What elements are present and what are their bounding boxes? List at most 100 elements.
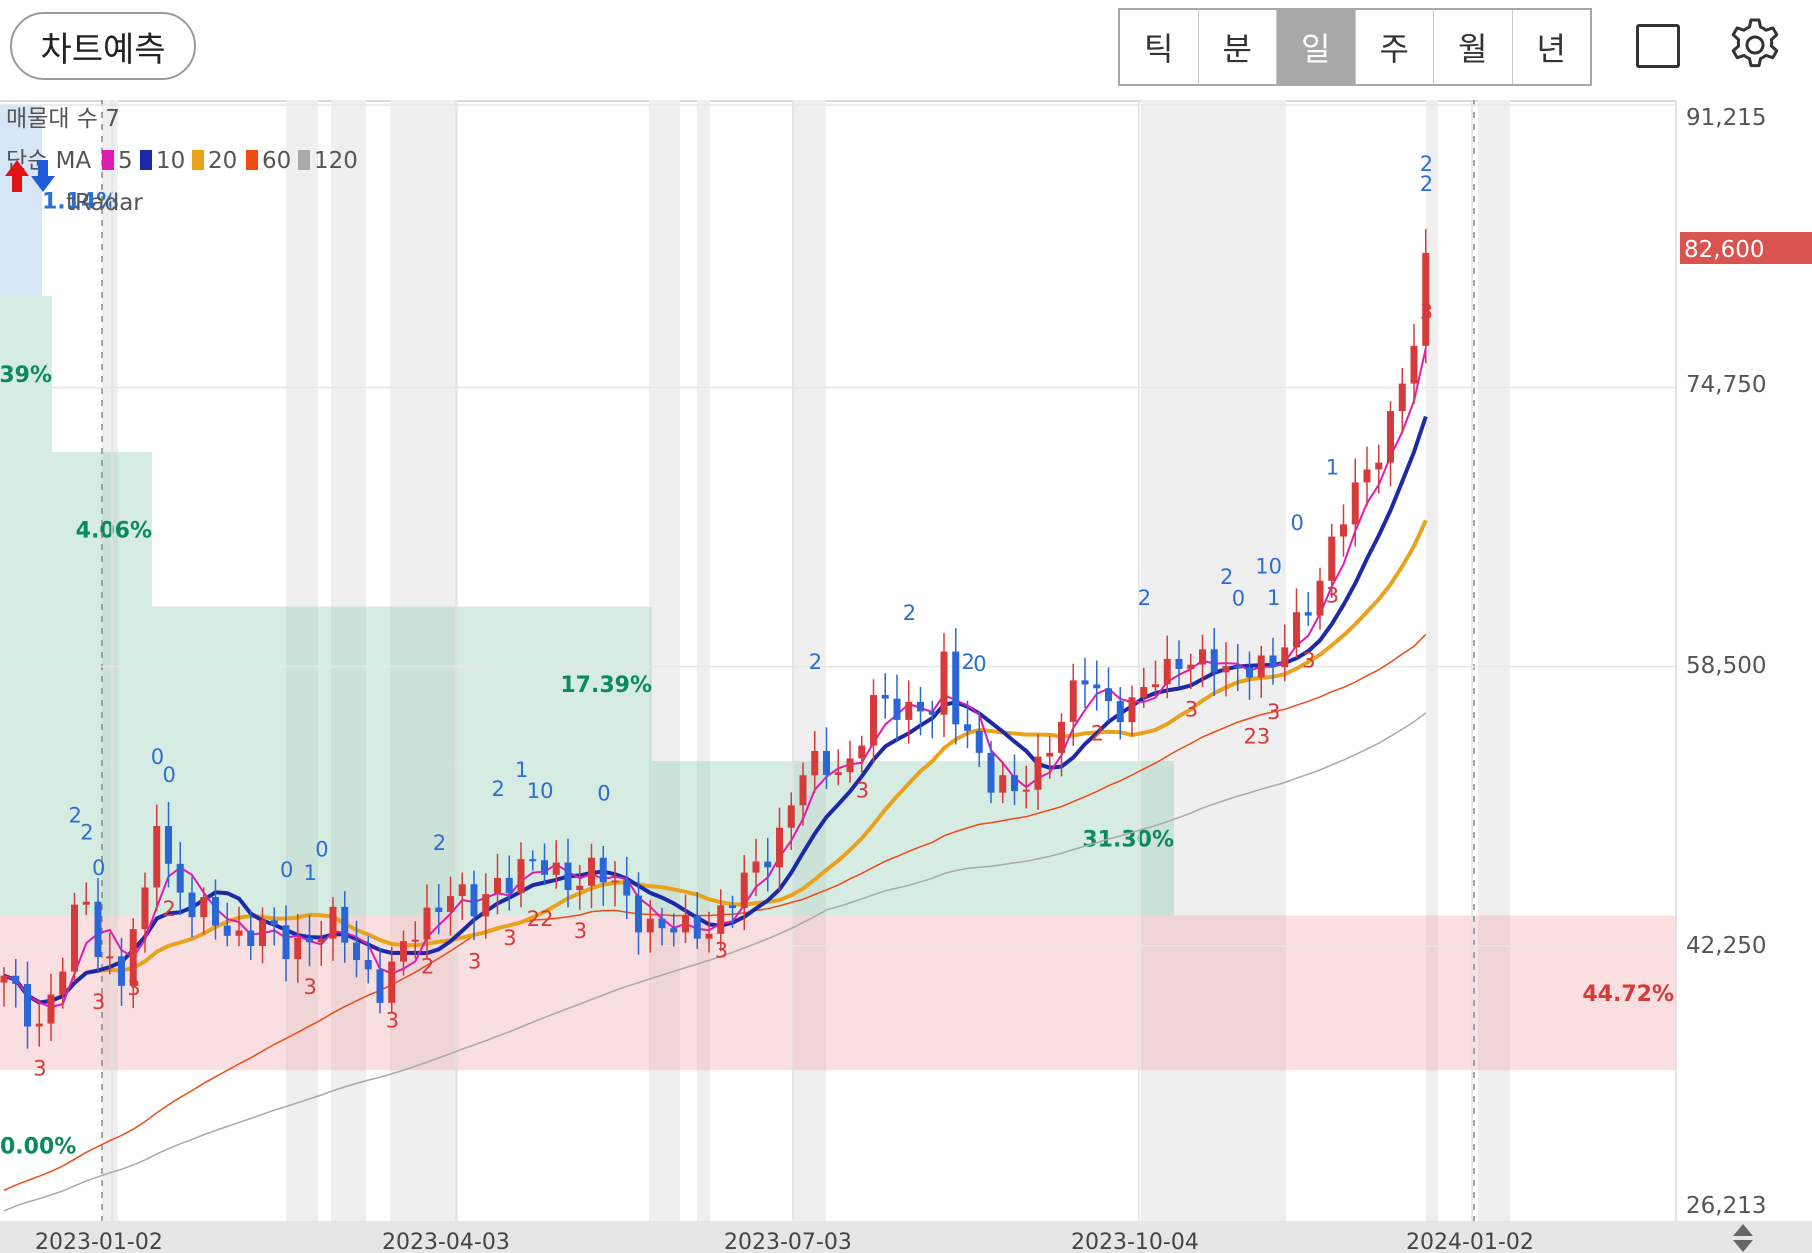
candle-body	[82, 901, 90, 905]
candle-body	[1340, 524, 1347, 537]
chart-predict-button[interactable]: 차트예측	[10, 12, 196, 80]
holiday-shade	[390, 100, 458, 1221]
y-tick-label: 42,250	[1686, 933, 1766, 959]
current-price-badge	[1680, 232, 1812, 264]
signal-label: 3	[92, 990, 105, 1014]
candle-body	[47, 994, 55, 1024]
period-tick-button[interactable]: 틱	[1120, 10, 1199, 84]
up-arrow-icon	[5, 160, 29, 192]
signal-label: 22	[527, 907, 554, 931]
holiday-shade	[1478, 100, 1510, 1221]
candle-body	[1269, 655, 1277, 668]
signal-label: 3	[1326, 584, 1339, 608]
signal-label: 0	[163, 763, 176, 787]
candle-body	[306, 937, 313, 943]
candle-body	[623, 880, 631, 896]
candle-body	[141, 887, 149, 930]
candle-body	[1410, 345, 1418, 384]
candle-body	[294, 937, 302, 960]
ma5-label: 5	[118, 148, 133, 174]
volume-profile-bar	[0, 295, 52, 453]
candle-body	[635, 895, 642, 933]
candle-body	[1246, 667, 1253, 678]
signal-label: 2	[80, 821, 93, 845]
signal-label: 2	[1220, 565, 1233, 589]
holiday-shade	[102, 100, 118, 1221]
candle-body	[364, 960, 372, 970]
candle-body	[423, 907, 431, 940]
signal-label: 2	[1420, 172, 1433, 196]
candle-body	[682, 915, 689, 933]
candle-body	[494, 877, 501, 895]
holiday-shade	[1426, 100, 1438, 1221]
candle-body	[505, 877, 513, 894]
signal-label: 1	[1267, 586, 1280, 610]
signal-label: 0	[151, 745, 164, 769]
candle-body	[1398, 383, 1406, 412]
candle-body	[1152, 684, 1159, 688]
ma20-line	[3, 519, 1428, 1005]
candle-body	[223, 925, 231, 936]
candle-body	[658, 918, 666, 929]
y-tick-label: 58,500	[1686, 653, 1766, 679]
candle-body	[447, 896, 454, 912]
period-minute-button[interactable]: 분	[1199, 10, 1277, 84]
candle-body	[952, 651, 960, 725]
period-day-button[interactable]: 일	[1277, 10, 1356, 84]
volume-profile-bar	[0, 606, 652, 762]
candle-body	[1293, 612, 1300, 648]
candle-body	[458, 884, 466, 897]
gear-icon[interactable]	[1726, 16, 1784, 74]
candle-body	[71, 904, 78, 972]
candle-body	[893, 698, 901, 720]
volume-profile-percent: 1.14%	[42, 189, 118, 214]
candle-body	[1022, 789, 1030, 792]
x-tick-label: 2023-01-02	[35, 1230, 163, 1253]
volume-profile-percent: 17.39%	[560, 673, 652, 698]
candle-body	[928, 711, 936, 715]
signal-label: 2	[1420, 152, 1433, 176]
candle-body	[1281, 647, 1289, 668]
candle-body	[200, 897, 208, 918]
candle-body	[787, 805, 795, 828]
y-tick-label: 74,750	[1686, 372, 1766, 398]
candle-body	[1257, 655, 1265, 678]
candle-body	[1375, 462, 1383, 470]
candle-body	[129, 929, 137, 986]
candle-body	[1210, 649, 1218, 673]
candle-body	[1387, 411, 1394, 463]
candle-body	[1011, 775, 1018, 792]
candle-body	[59, 971, 67, 995]
candle-body	[35, 1023, 43, 1027]
candle-body	[811, 751, 819, 776]
candle-body	[940, 651, 948, 715]
candle-body	[964, 724, 971, 731]
candle-body	[729, 905, 736, 908]
candle-body	[118, 956, 125, 986]
candle-body	[1304, 612, 1312, 616]
period-year-button[interactable]: 년	[1536, 30, 1566, 68]
candle-body	[1234, 666, 1242, 669]
candle-body	[411, 939, 419, 942]
signal-label: 23	[1244, 725, 1271, 749]
signal-label: 2	[433, 831, 446, 855]
volume-profile-bar	[0, 761, 1174, 916]
fullscreen-icon[interactable]	[1636, 24, 1680, 68]
candle-body	[576, 885, 584, 891]
ma5-swatch	[102, 150, 114, 170]
price-chart[interactable]: 1.14% 1.39% 4.06% 17.39% 31.30% 44.72% 0.00% 3…	[0, 100, 1812, 1253]
signal-label: 3	[33, 1057, 46, 1081]
signal-label: 0	[280, 858, 293, 882]
candle-body	[611, 880, 619, 883]
period-month-button[interactable]: 월	[1434, 10, 1513, 84]
signal-label: 2	[421, 955, 434, 979]
scroll-arrows-icon[interactable]	[1733, 1224, 1753, 1252]
candle-body	[153, 825, 161, 888]
signal-label: 0	[1291, 511, 1304, 535]
holiday-shade	[286, 100, 318, 1221]
holiday-shade	[697, 100, 710, 1221]
signal-label: 0	[1232, 586, 1245, 610]
period-week-button[interactable]: 주	[1356, 10, 1434, 84]
candle-body	[212, 897, 219, 926]
candle-body	[776, 827, 783, 868]
